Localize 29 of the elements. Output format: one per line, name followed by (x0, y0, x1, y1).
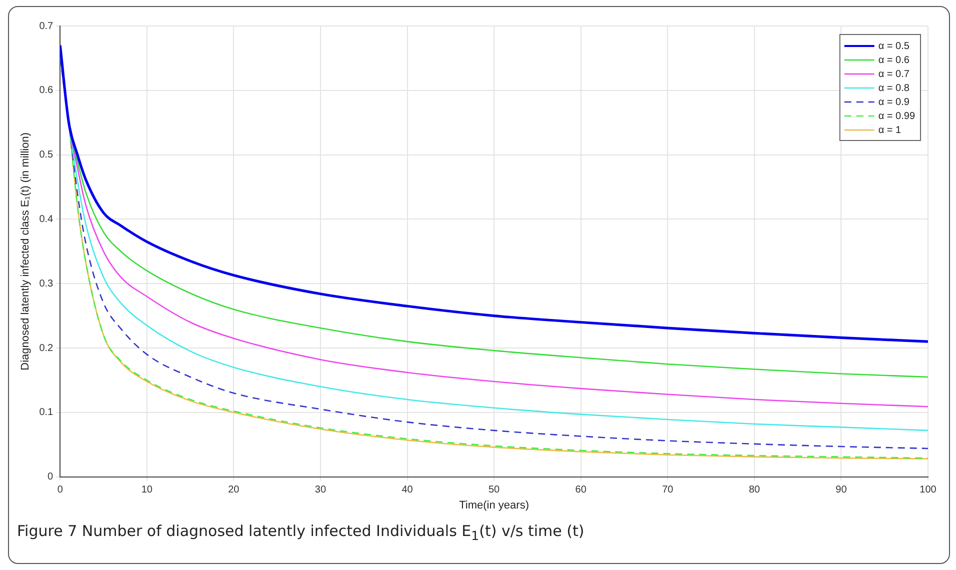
legend-label: α = 0.9 (878, 96, 910, 108)
y-tick-label: 0.5 (39, 150, 54, 161)
x-tick-label: 30 (314, 484, 326, 496)
y-tick-label: 0.4 (39, 214, 54, 225)
y-tick-label: 0.6 (39, 85, 54, 96)
y-axis-title: Diagnosed latently infected class E₁(t) (in million) (20, 132, 32, 370)
legend-label: α = 0.99 (878, 110, 916, 122)
x-tick-label: 0 (57, 484, 64, 496)
caption: Figure 7 Number of diagnosed latently infected Individuals E$_{1}$(t) v/s time (t) (17, 522, 584, 543)
legend-label: α = 0.6 (878, 54, 910, 66)
x-tick-label: 20 (228, 484, 240, 496)
x-tick-label: 50 (488, 484, 500, 496)
y-tick-label: 0.2 (39, 342, 54, 354)
legend-label: α = 0.5 (878, 40, 910, 52)
x-axis-title: Time(in years) (459, 499, 529, 512)
legend-label: α = 0.8 (878, 82, 910, 94)
x-tick-label: 10 (141, 484, 153, 496)
y-tick-label: 0.1 (39, 407, 54, 418)
legend-label: α = 0.7 (878, 68, 910, 80)
x-tick-label: 60 (575, 484, 587, 496)
x-tick-label: 90 (836, 484, 848, 496)
x-tick-label: 100 (920, 484, 937, 496)
x-tick-label: 40 (402, 484, 414, 496)
x-tick-label: 70 (662, 484, 674, 496)
y-tick-label: 0 (48, 472, 54, 483)
x-tick-label: 80 (748, 484, 760, 496)
y-tick-label: 0.7 (39, 20, 54, 32)
legend-label: α = 1 (878, 124, 902, 136)
y-tick-label: 0.3 (39, 278, 54, 290)
